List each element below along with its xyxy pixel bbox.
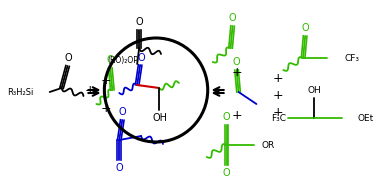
Text: O: O <box>233 57 240 67</box>
Text: +: + <box>273 71 284 84</box>
Text: +: + <box>101 73 112 87</box>
Text: OR: OR <box>262 141 275 150</box>
Text: +: + <box>273 89 284 102</box>
Text: CF₃: CF₃ <box>345 53 360 62</box>
Text: +: + <box>101 102 112 114</box>
Text: O: O <box>229 13 236 23</box>
Text: OH: OH <box>152 113 167 123</box>
Text: R₃H₂Si: R₃H₂Si <box>7 87 33 96</box>
Text: +: + <box>84 84 95 96</box>
Text: +: + <box>273 105 284 118</box>
Text: OH: OH <box>307 86 321 94</box>
Text: OEt: OEt <box>358 114 374 123</box>
Text: O: O <box>65 53 73 63</box>
Text: O: O <box>223 168 231 178</box>
Text: O: O <box>223 112 231 122</box>
Text: O: O <box>137 53 145 63</box>
Text: +: + <box>231 109 242 122</box>
Text: O: O <box>301 23 309 33</box>
Text: O: O <box>118 107 126 117</box>
Text: +: + <box>231 66 242 78</box>
Text: O: O <box>107 55 114 65</box>
Text: F₃C: F₃C <box>271 114 286 123</box>
Text: O: O <box>135 17 143 27</box>
Text: O: O <box>115 163 123 173</box>
Text: (RO)₂OP: (RO)₂OP <box>107 55 138 64</box>
